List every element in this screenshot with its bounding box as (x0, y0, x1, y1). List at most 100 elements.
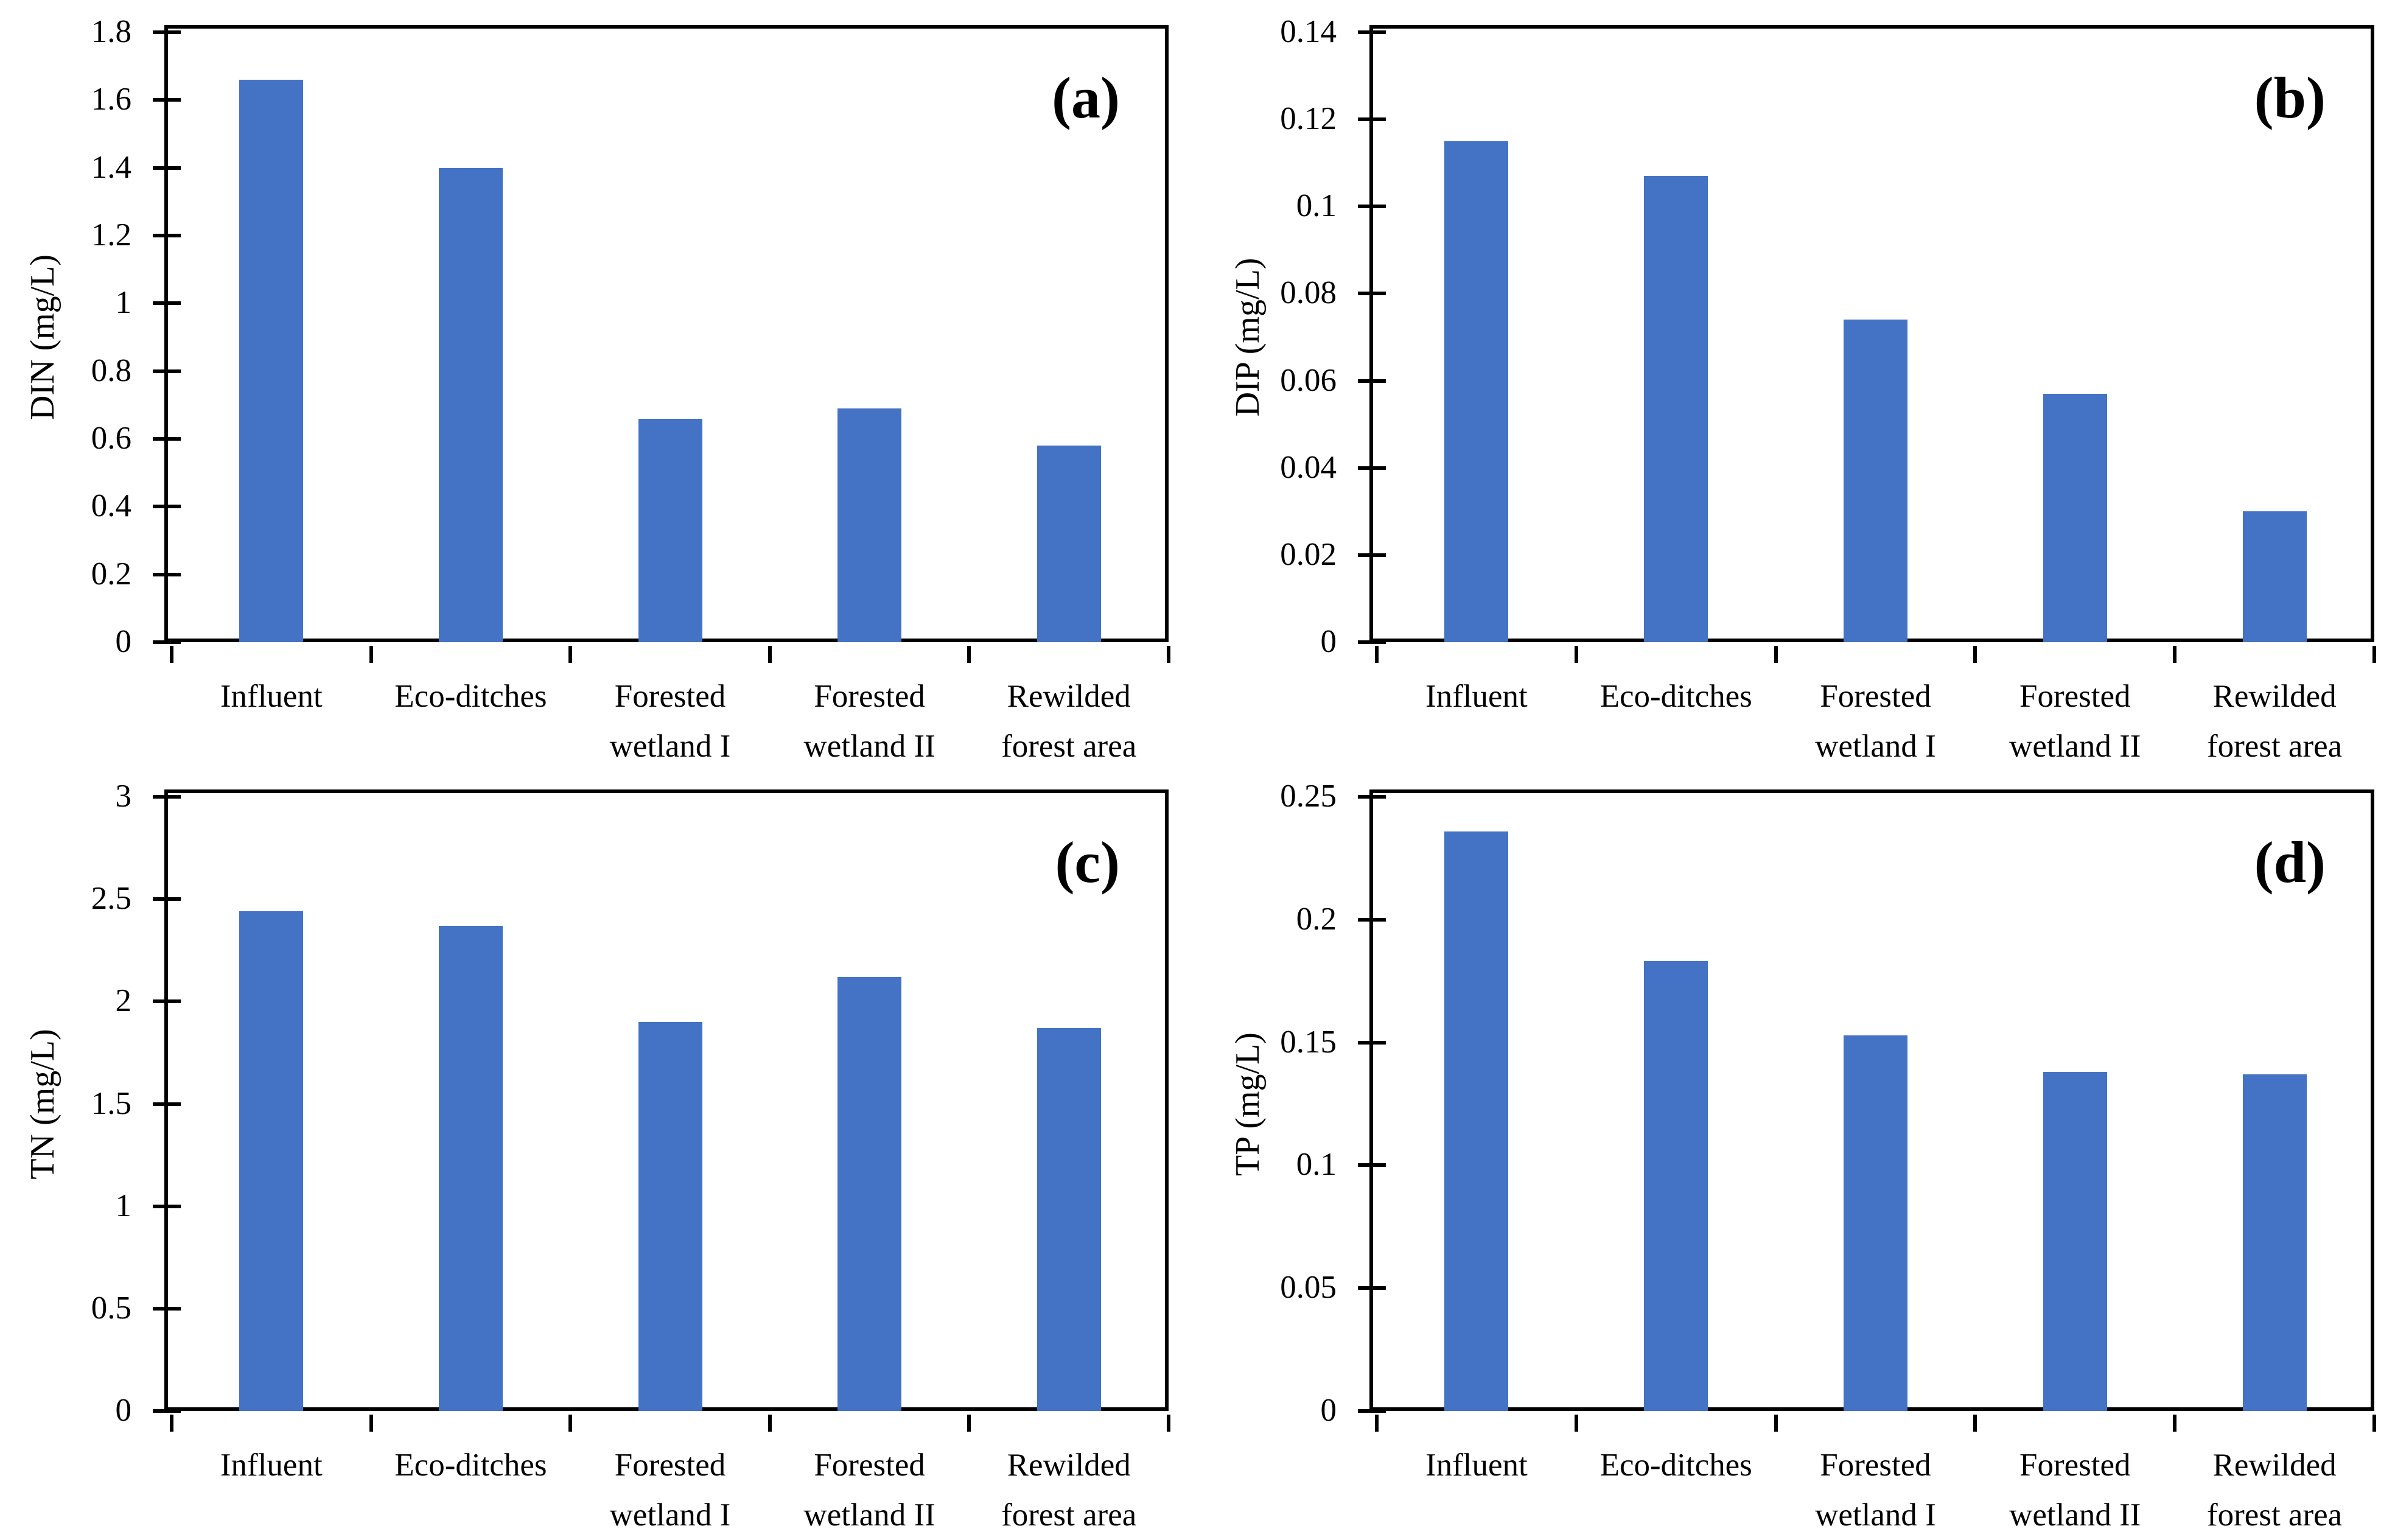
y-axis-title: TP (mg/L) (1229, 1032, 1267, 1176)
panel-letter: (a) (1052, 65, 1120, 130)
bar-forested-wetland-ii (2043, 1072, 2107, 1411)
bar-forested-wetland-i (1844, 320, 1907, 642)
y-axis-tick (1358, 466, 1386, 470)
y-axis-tick (153, 1306, 181, 1311)
y-tick-label: 0 (115, 1393, 132, 1428)
y-tick-label: 1.8 (91, 14, 131, 49)
x-axis-tick (369, 646, 373, 663)
y-axis-tick (153, 1102, 181, 1106)
x-category-label: Forested wetland II (2009, 1447, 2141, 1533)
y-axis-title: DIP (mg/L) (1229, 257, 1267, 417)
y-axis-tick (1358, 1163, 1386, 1167)
y-tick-label: 2.5 (91, 881, 131, 917)
y-axis-tick (153, 437, 181, 441)
y-axis-tick (1358, 205, 1386, 209)
x-category-label: Rewilded forest area (2207, 1447, 2343, 1533)
y-tick-label: 0.6 (91, 421, 131, 456)
x-category-label: Eco-ditches (394, 679, 547, 714)
y-tick-label: 1 (115, 1188, 132, 1223)
y-tick-label: 0.1 (1296, 188, 1337, 224)
x-category-label: Forested wetland I (609, 679, 731, 764)
bar-rewilded-forest-area (2242, 511, 2307, 642)
x-axis-tick (1973, 1415, 1977, 1432)
bar-eco-ditches (438, 167, 503, 642)
x-axis-tick (1167, 1415, 1170, 1432)
y-axis-tick (1358, 292, 1386, 296)
panel-d: 0 0.05 0.1 0.15 0.2 0.25 Influent Eco-ditches Fo… (1229, 780, 2376, 1533)
x-category-label: Rewilded forest area (1001, 1447, 1137, 1533)
y-axis-tick (153, 234, 181, 237)
x-axis-tick (967, 646, 971, 663)
y-axis-tick (153, 640, 181, 644)
bar-forested-wetland-ii (2043, 394, 2107, 642)
y-axis-tick (153, 572, 181, 576)
y-tick-label: 1.2 (91, 217, 131, 253)
panel-b: 0 0.02 0.04 0.06 0.08 0.1 0.12 0.14 Influent Eco-… (1229, 16, 2376, 764)
x-category-label: Influent (1425, 1447, 1528, 1483)
y-tick-label: 0.14 (1280, 14, 1337, 49)
y-tick-label: 0 (1320, 1393, 1337, 1428)
x-category-label: Influent (1425, 679, 1528, 714)
plot-area: 0 0.05 0.1 0.15 0.2 0.25 Influent Eco-ditches Fo… (1229, 780, 2376, 1533)
x-axis-tick (2372, 646, 2376, 663)
x-category-label: Influent (220, 679, 323, 714)
x-axis-tick (967, 1415, 971, 1432)
y-axis-tick (1358, 1409, 1386, 1413)
y-axis-tick (1358, 1040, 1386, 1045)
bar-rewilded-forest-area (1037, 1028, 1101, 1411)
y-axis-tick (153, 999, 181, 1004)
y-axis-tick (1358, 917, 1386, 922)
panel-letter: (b) (2254, 65, 2326, 130)
y-axis-tick (1358, 640, 1386, 644)
y-tick-label: 1.6 (91, 82, 131, 117)
plot-area: 0 0.2 0.4 0.6 0.8 1 1.2 1.4 1.6 1.8 Influent Eco-di… (24, 16, 1170, 764)
y-tick-label: 0.04 (1280, 449, 1337, 485)
x-axis-tick (767, 1415, 772, 1432)
y-axis-tick (1358, 117, 1386, 122)
x-axis-tick (2173, 1415, 2177, 1432)
y-axis-tick (153, 1409, 181, 1413)
y-tick-label: 1.5 (91, 1085, 131, 1121)
bar-forested-wetland-ii (837, 976, 902, 1411)
x-axis-tick (170, 646, 173, 663)
y-tick-label: 0.06 (1280, 362, 1337, 398)
y-axis-tick (1358, 553, 1386, 557)
y-axis-title: DIN (mg/L) (24, 254, 61, 421)
plot-area: 0 0.02 0.04 0.06 0.08 0.1 0.12 0.14 Influent Eco-… (1229, 16, 2376, 764)
y-tick-label: 1.4 (91, 149, 131, 185)
bar-influent (239, 911, 304, 1411)
bar-eco-ditches (438, 925, 503, 1411)
y-tick-label: 3 (115, 779, 132, 814)
x-axis-tick (568, 646, 573, 663)
y-tick-label: 0 (1320, 624, 1337, 659)
y-tick-label: 0.12 (1280, 101, 1337, 137)
x-axis-tick (1375, 646, 1379, 663)
bar-rewilded-forest-area (1037, 446, 1101, 642)
y-axis-tick (153, 505, 181, 509)
y-axis-title: TN (mg/L) (24, 1028, 61, 1180)
bar-influent (1444, 831, 1509, 1411)
y-tick-label: 0.1 (1296, 1147, 1337, 1183)
x-axis-tick (1574, 646, 1578, 663)
x-category-label: Forested wetland II (803, 679, 935, 764)
y-tick-label: 0.08 (1280, 275, 1337, 311)
bar-forested-wetland-i (1844, 1035, 1907, 1411)
y-tick-label: 1 (115, 285, 132, 321)
y-axis-tick (153, 166, 181, 170)
x-axis-tick (1973, 646, 1977, 663)
x-category-label: Eco-ditches (1600, 679, 1752, 714)
x-axis-tick (170, 1415, 173, 1432)
x-category-label: Eco-ditches (394, 1447, 547, 1483)
y-axis-tick (153, 301, 181, 306)
y-tick-label: 0.15 (1280, 1024, 1337, 1060)
y-axis-tick (153, 795, 181, 799)
bar-eco-ditches (1644, 961, 1708, 1411)
x-axis-tick (1774, 646, 1778, 663)
y-axis-tick (153, 369, 181, 373)
y-tick-label: 0.2 (91, 556, 131, 592)
y-axis-tick (153, 1204, 181, 1208)
x-category-label: Forested wetland II (2009, 679, 2141, 764)
y-axis-tick (153, 98, 181, 102)
bar-rewilded-forest-area (2242, 1074, 2307, 1411)
x-axis-tick (2173, 646, 2177, 663)
